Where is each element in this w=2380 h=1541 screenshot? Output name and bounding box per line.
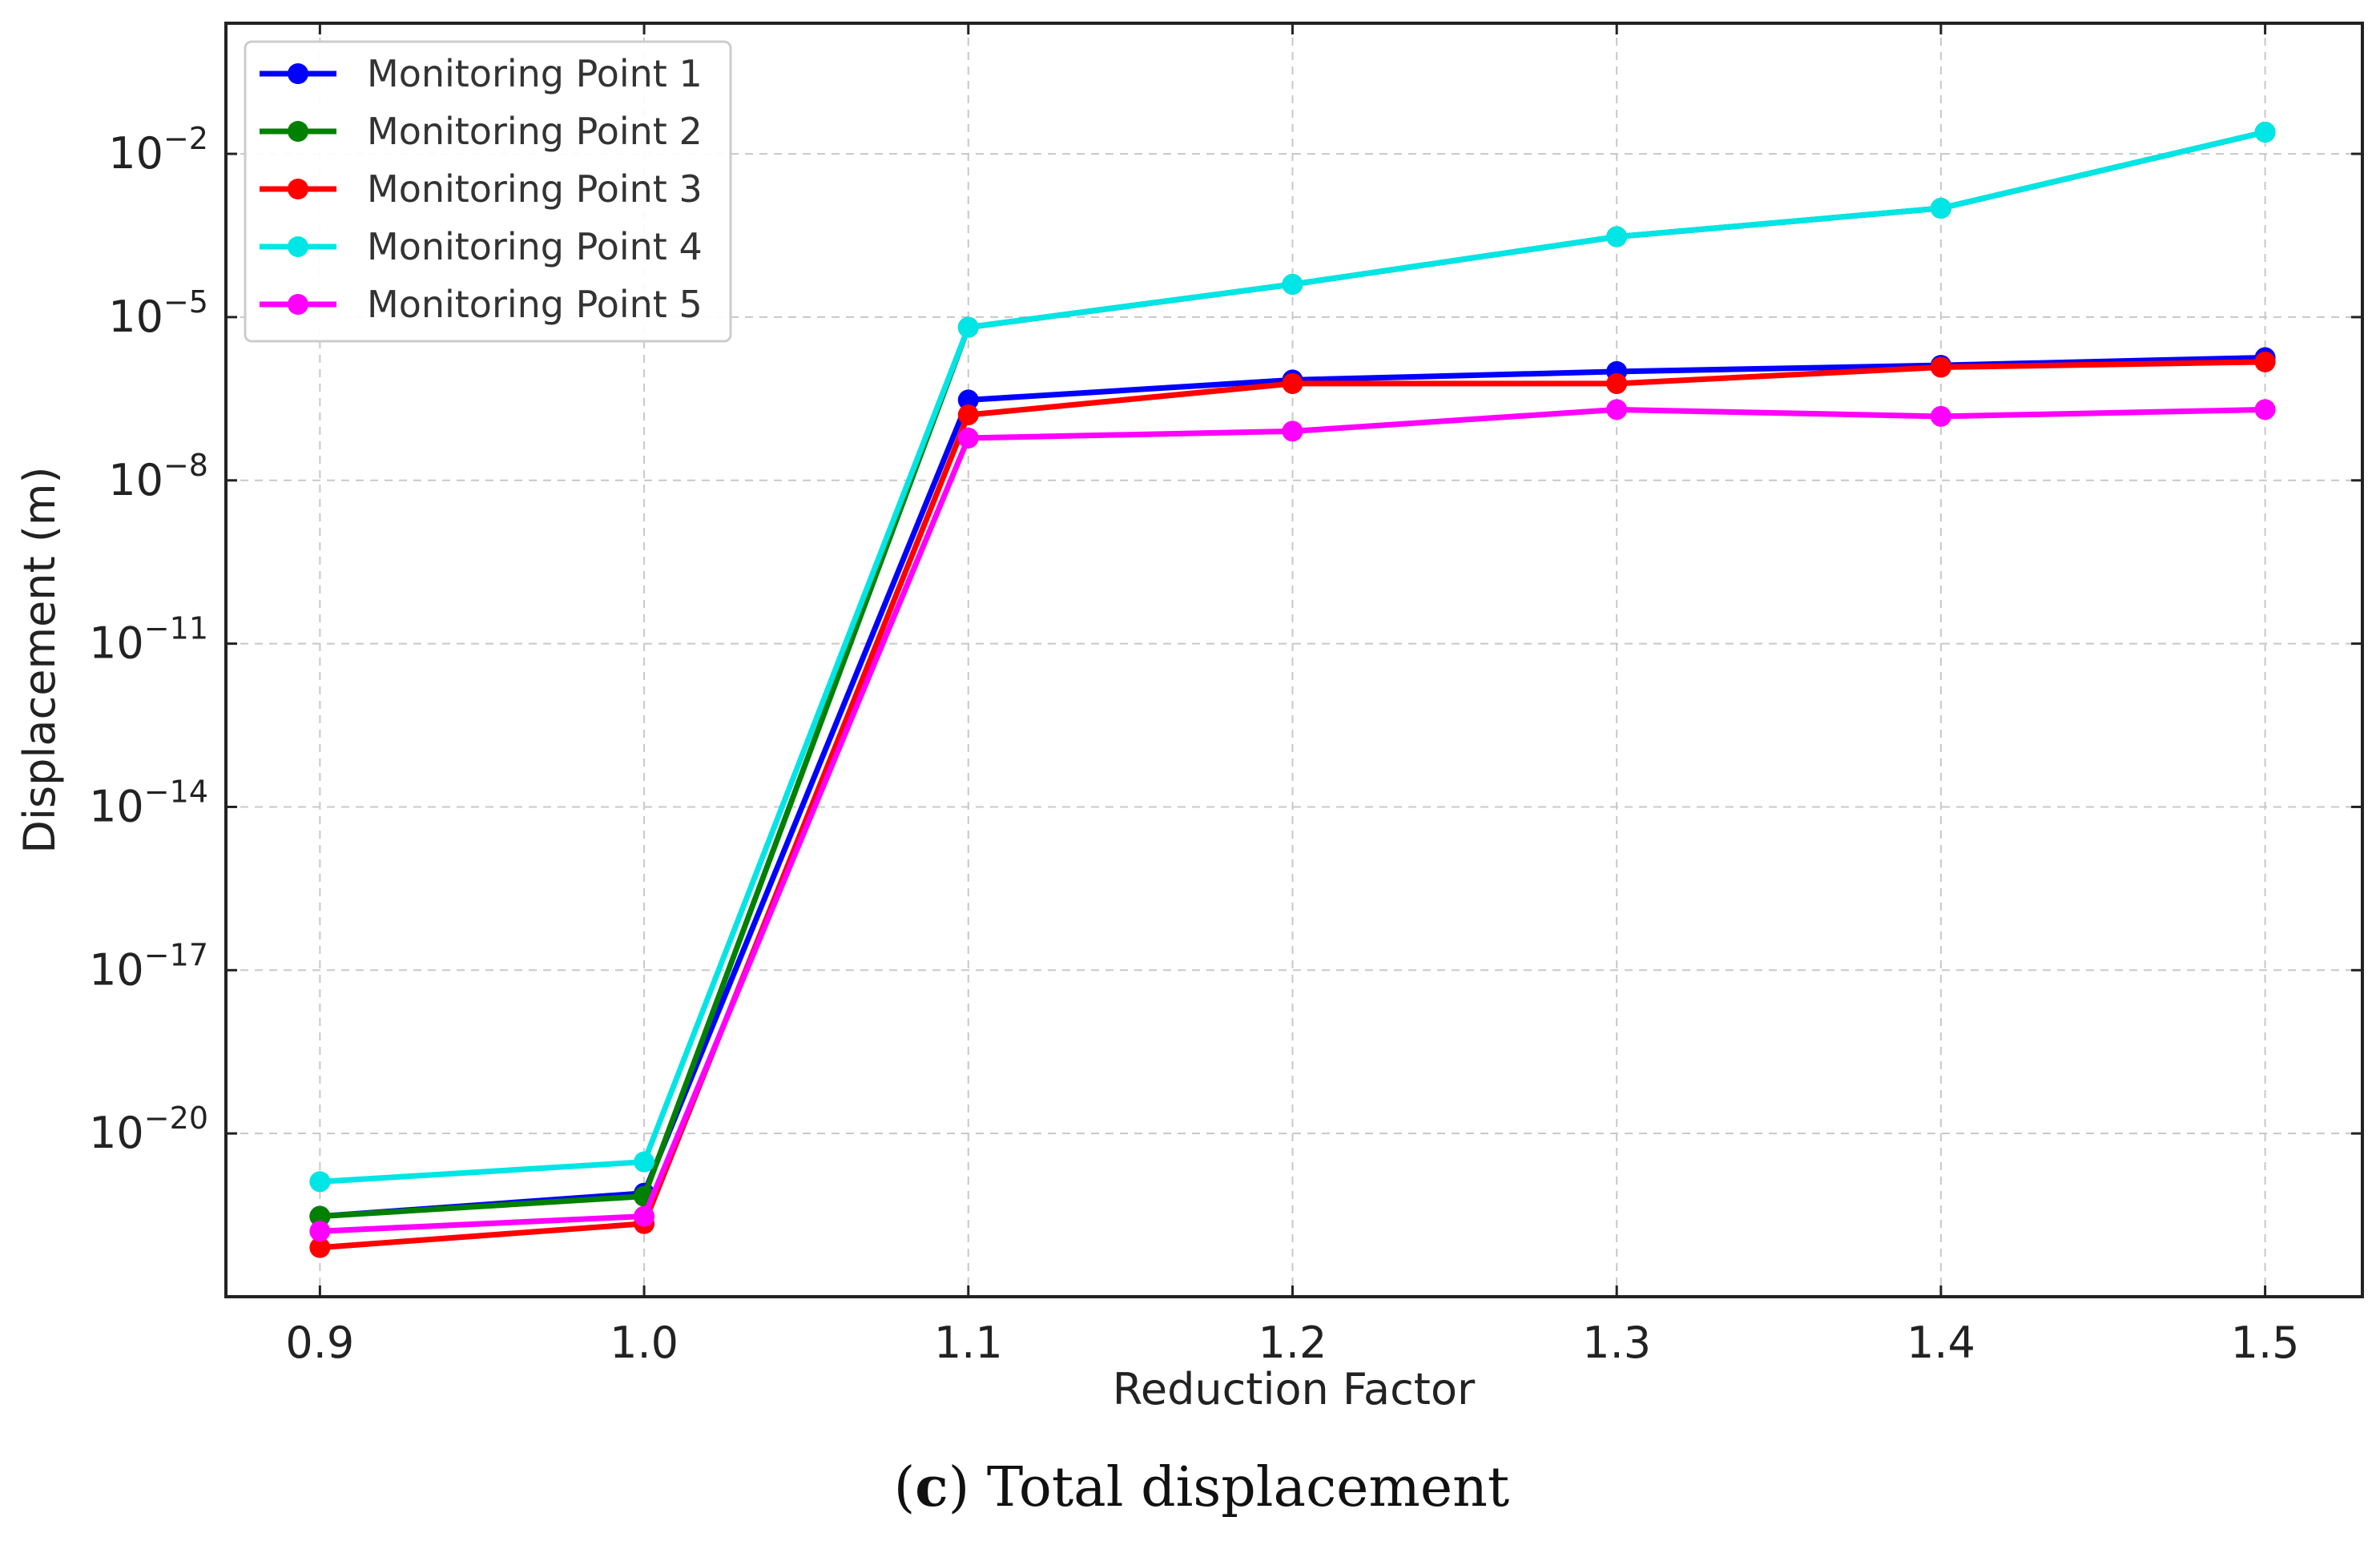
data-point [309,1237,331,1258]
y-tick-label: 10−2 [108,121,208,179]
legend-item: Monitoring Point 1 [260,52,703,95]
data-point [1282,372,1303,394]
legend-label: Monitoring Point 5 [367,283,703,326]
data-point [1606,372,1628,394]
legend-label: Monitoring Point 2 [367,110,703,153]
legend-item: Monitoring Point 2 [260,110,703,153]
x-tick-label: 0.9 [285,1318,354,1368]
data-point [957,427,979,449]
data-point [957,404,979,425]
x-tick-label: 1.1 [934,1318,1003,1368]
data-point [634,1205,655,1227]
data-point [2254,351,2276,372]
series-5 [309,399,2276,1242]
data-point [309,1171,331,1193]
data-point [309,1221,331,1242]
data-point [1930,198,1951,219]
x-tick-label: 1.2 [1258,1318,1327,1368]
x-axis-label: Reduction Factor [1113,1364,1476,1414]
y-tick-label: 10−11 [89,611,208,669]
legend-label: Monitoring Point 4 [367,225,703,268]
legend-marker [288,121,308,142]
data-point [1282,274,1303,296]
y-axis-label: Displacement (m) [14,466,65,853]
legend-marker [288,179,308,199]
data-point [2254,399,2276,420]
legend-item: Monitoring Point 3 [260,167,703,211]
x-tick-label: 1.3 [1582,1318,1651,1368]
legend-marker [288,63,308,84]
legend-marker [288,236,308,257]
data-point [957,389,979,411]
x-tick-label: 1.0 [610,1318,679,1368]
series-layer [309,122,2276,1258]
figure-caption: (c) Total displacement [894,1455,1510,1519]
legend-item: Monitoring Point 4 [260,225,703,268]
data-point [309,1205,331,1227]
y-axis: 10−2 10−5 10−8 10−11 10−14 10−17 10−20 [89,121,2362,1158]
y-tick-label: 10−5 [108,284,208,342]
data-point [1606,226,1628,247]
legend-item: Monitoring Point 5 [260,283,703,326]
x-tick-label: 1.5 [2231,1318,2300,1368]
data-point [957,316,979,338]
legend-label: Monitoring Point 1 [367,52,703,95]
y-tick-label: 10−17 [89,937,208,995]
legend-marker [288,294,308,315]
data-point [1930,405,1951,427]
x-axis: 0.9 1.0 1.1 1.2 1.3 1.4 1.5 [285,23,2300,1368]
data-point [1930,356,1951,378]
series-4 [309,122,2276,1193]
y-tick-label: 10−20 [89,1100,208,1158]
legend: Monitoring Point 1 Monitoring Point 2 Moni… [244,40,732,343]
data-point [634,1151,655,1173]
legend-label: Monitoring Point 3 [367,167,703,211]
y-tick-label: 10−14 [89,774,208,831]
data-point [1606,399,1628,420]
legend-box [244,40,732,343]
grid [226,23,2362,1297]
plot-area [224,22,2364,1298]
data-point [1282,420,1303,442]
data-point [2254,122,2276,143]
x-tick-label: 1.4 [1907,1318,1975,1368]
y-tick-label: 10−8 [108,448,208,505]
